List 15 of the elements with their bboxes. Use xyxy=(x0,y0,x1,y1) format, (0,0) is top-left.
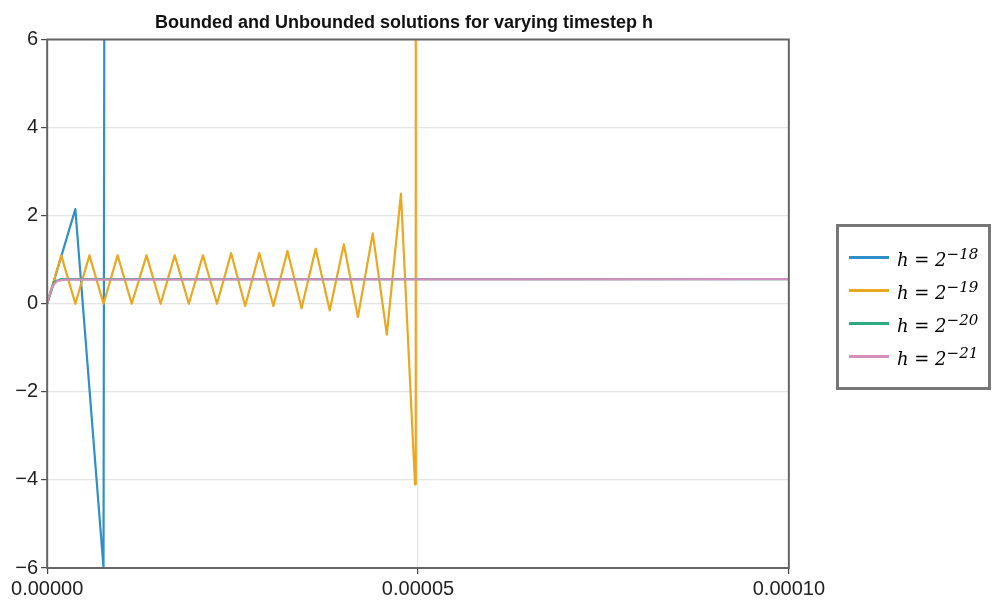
legend-label: h = 2$^{−18}$ xyxy=(897,245,979,270)
y-tick-label: 4 xyxy=(27,115,39,138)
x-tick-label: 0.00005 xyxy=(381,576,455,599)
y-tick-label: 0 xyxy=(27,291,39,314)
y-tick-label: 6 xyxy=(27,27,39,50)
chart-title: Bounded and Unbounded solutions for varying timestep h xyxy=(154,11,654,32)
x-tick-label: 0.00010 xyxy=(752,576,825,599)
x-tick-label: 0.00000 xyxy=(11,576,84,599)
legend-label: h = 2$^{−21}$ xyxy=(897,344,979,369)
y-tick-label: −4 xyxy=(15,467,39,490)
legend-label: h = 2$^{−19}$ xyxy=(897,278,979,303)
y-tick-label: 2 xyxy=(27,203,39,226)
legend-label: h = 2$^{−20}$ xyxy=(897,311,979,336)
y-tick-label: −6 xyxy=(15,555,39,578)
y-tick-label: −2 xyxy=(15,379,39,402)
